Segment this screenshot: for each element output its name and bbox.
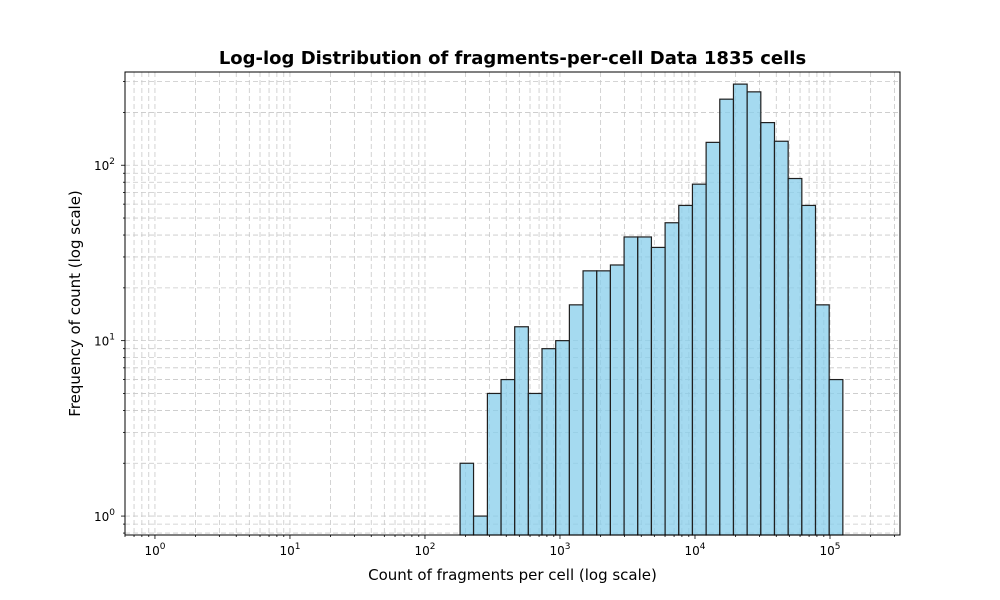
y-tick-label: 100	[94, 508, 115, 524]
histogram-bar	[486, 392, 502, 536]
histogram-bar	[500, 378, 516, 536]
histogram-bar	[623, 236, 639, 536]
histogram-bar	[527, 392, 543, 536]
y-tick-label: 101	[94, 333, 115, 349]
histogram-bar	[609, 264, 625, 536]
histogram-bar	[691, 183, 707, 536]
histogram-bar	[678, 204, 694, 536]
histogram-bar	[760, 121, 776, 536]
histogram-bar	[719, 98, 735, 536]
y-tick-label: 102	[94, 157, 115, 173]
x-tick-label: 102	[414, 542, 435, 558]
y-axis-label: Frequency of count (log scale)	[66, 190, 84, 417]
histogram-bar	[541, 348, 557, 536]
histogram-bar	[664, 222, 680, 536]
x-tick-label: 100	[144, 542, 165, 558]
histogram-bar	[828, 378, 844, 536]
x-tick-label: 103	[549, 542, 570, 558]
x-tick-label: 101	[279, 542, 300, 558]
histogram-bar	[472, 515, 488, 536]
histogram-bar	[637, 236, 653, 536]
histogram-bar	[814, 304, 830, 536]
chart-title: Log-log Distribution of fragments-per-ce…	[219, 48, 806, 69]
x-tick-label: 104	[684, 542, 705, 558]
histogram-bar	[568, 304, 584, 536]
histogram-bar	[705, 141, 721, 536]
x-tick-label: 105	[819, 542, 840, 558]
plot-frame	[124, 71, 901, 536]
histogram-bar	[555, 340, 570, 536]
histogram-bar	[773, 140, 789, 536]
histogram-bar	[596, 270, 611, 536]
histogram-bar	[801, 204, 817, 536]
histogram-bar	[459, 462, 475, 536]
histogram-bar	[514, 326, 529, 536]
histogram-bar	[746, 91, 762, 536]
axis-ticks: 100 101 102 103 104 105 100 101 102	[94, 81, 895, 558]
bars	[459, 83, 844, 536]
x-axis-label: Count of fragments per cell (log scale)	[368, 566, 657, 584]
histogram-bar	[582, 270, 598, 536]
histogram-bar	[732, 83, 748, 536]
histogram-bar	[650, 246, 666, 536]
histogram-bar	[787, 177, 803, 536]
